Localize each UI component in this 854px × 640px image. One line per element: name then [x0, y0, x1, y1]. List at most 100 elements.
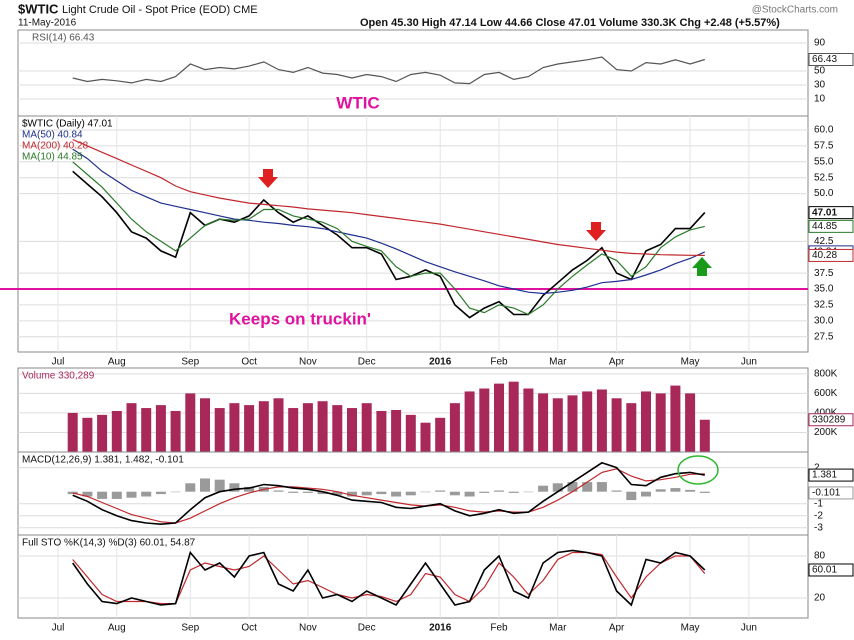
quote: Open 45.30 High 47.14 Low 44.66 Close 47… — [360, 17, 780, 29]
bar — [288, 408, 299, 452]
bar — [258, 401, 269, 452]
bar — [538, 485, 549, 492]
y-tick-label: 10 — [814, 94, 826, 105]
x-tick-label: Jun — [741, 623, 757, 634]
y-tick-label: 600K — [814, 388, 838, 399]
annotation: Keeps on truckin' — [229, 309, 371, 328]
series-line — [72, 148, 706, 295]
bar — [67, 412, 78, 452]
y-tick-label: 20 — [814, 593, 826, 604]
bar — [317, 401, 328, 452]
bar — [200, 398, 210, 452]
value-box-label: 60.01 — [812, 565, 837, 576]
bar — [655, 489, 666, 492]
bar — [582, 391, 593, 452]
legend-entry: MA(10) 44.85 — [22, 152, 83, 163]
bar — [641, 491, 651, 497]
bar — [376, 410, 387, 452]
bar — [449, 491, 460, 496]
bar — [391, 410, 402, 452]
bar — [332, 405, 343, 452]
bar — [552, 398, 563, 452]
bar — [288, 491, 299, 493]
value-box — [808, 413, 854, 427]
bar — [567, 395, 578, 452]
bar — [200, 478, 210, 492]
value-box-label: -0.101 — [812, 488, 841, 499]
bar — [449, 403, 460, 452]
value-box-label: 330289 — [812, 414, 846, 425]
y-tick-label: 200K — [814, 427, 838, 438]
series-line — [72, 468, 705, 524]
y-tick-label: 52.5 — [814, 172, 834, 183]
x-tick-label: Nov — [299, 623, 317, 634]
y-tick-label: 50 — [814, 66, 826, 77]
y-tick-label: -3 — [814, 522, 823, 533]
y-tick-label: 90 — [814, 38, 826, 49]
y-tick-label: 32.5 — [814, 300, 834, 311]
bar — [141, 491, 152, 497]
bar — [302, 491, 313, 493]
value-box-label: 47.01 — [812, 207, 837, 218]
bar — [670, 488, 681, 492]
bar — [170, 410, 181, 452]
bar — [111, 491, 122, 499]
y-tick-label: 80 — [814, 551, 826, 562]
y-tick-label: 400K — [814, 408, 838, 419]
bar — [685, 489, 696, 492]
value-box-label: 1.381 — [812, 470, 837, 481]
y-tick-label: 30 — [814, 80, 826, 91]
y-tick-label: 60.0 — [814, 125, 834, 136]
y-tick-label: 30.0 — [814, 315, 834, 326]
bar — [464, 391, 475, 452]
bar — [523, 388, 534, 452]
y-tick-label: 57.5 — [814, 141, 834, 152]
value-box — [808, 468, 854, 482]
value-box-label: 66.43 — [812, 54, 837, 65]
bar — [582, 482, 593, 492]
x-tick-label: May — [681, 623, 700, 634]
panel-frame — [17, 534, 809, 619]
value-box-label: 44.85 — [812, 221, 837, 232]
bar — [626, 403, 637, 452]
bar — [508, 491, 519, 493]
highlight-circle — [677, 455, 719, 485]
value-box — [808, 486, 854, 500]
bar — [155, 491, 166, 495]
bar — [405, 414, 416, 452]
bar — [479, 388, 490, 452]
x-tick-label: May — [681, 357, 700, 368]
x-tick-label: Oct — [241, 357, 257, 368]
value-box — [808, 248, 854, 262]
x-tick-label: Apr — [609, 623, 625, 634]
y-tick-label: 800K — [814, 369, 838, 380]
bar — [596, 389, 607, 452]
x-tick-label: Apr — [609, 357, 625, 368]
bar — [405, 491, 416, 496]
annotation: WTIC — [336, 93, 379, 112]
bar — [332, 491, 343, 496]
bar — [670, 385, 681, 452]
bar — [552, 483, 563, 492]
y-tick-label: 27.5 — [814, 331, 834, 342]
bar — [361, 491, 372, 496]
y-tick-label: -2 — [814, 510, 823, 521]
bar — [273, 398, 284, 452]
legend: Full STO %K(14,3) %D(3) 60.01, 54.87 — [22, 538, 196, 549]
bar — [508, 381, 519, 452]
arrow-down — [258, 169, 278, 188]
bar — [229, 403, 240, 452]
bar — [376, 491, 387, 495]
bar — [611, 490, 622, 492]
x-tick-label: Feb — [490, 623, 508, 634]
x-tick-label: Jun — [741, 357, 757, 368]
y-tick-label: 42.5 — [814, 236, 834, 247]
bar — [494, 490, 504, 492]
bar — [479, 491, 490, 493]
value-box-label: 40.28 — [812, 250, 837, 261]
bar — [82, 417, 93, 452]
y-tick-label: 37.5 — [814, 268, 834, 279]
x-tick-label: Sep — [181, 623, 199, 634]
bar — [538, 393, 549, 452]
